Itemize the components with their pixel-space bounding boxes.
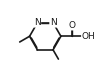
Text: N: N	[34, 18, 40, 27]
Text: OH: OH	[82, 32, 96, 41]
Text: N: N	[50, 18, 57, 27]
Text: O: O	[68, 21, 75, 30]
